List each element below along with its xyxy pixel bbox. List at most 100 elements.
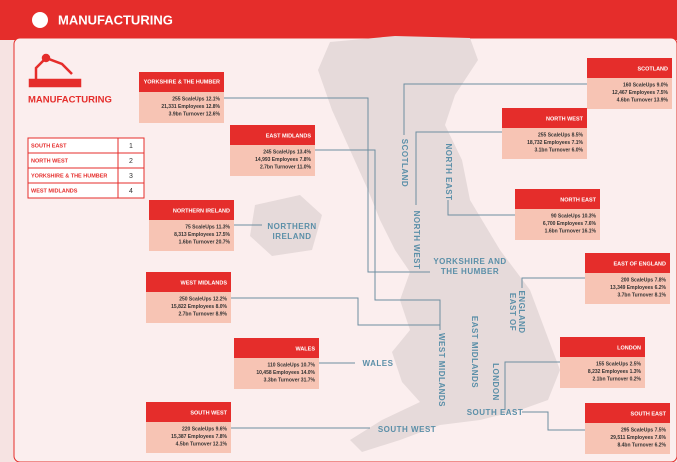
region-body	[146, 422, 231, 453]
connector	[224, 97, 430, 273]
region-stat: 160 ScaleUps 9.0%	[623, 82, 669, 88]
map-label: NORTHERN	[267, 222, 316, 231]
map-label: ENGLAND	[517, 290, 526, 333]
connector	[504, 361, 560, 410]
region-body	[502, 128, 587, 159]
connector	[231, 297, 440, 326]
region-stat: 1.6bn Turnover 16.1%	[545, 228, 597, 234]
region-name: YORKSHIRE & THE HUMBER	[144, 79, 220, 85]
region-header	[234, 338, 319, 358]
region-stat: 2.1bn Turnover 0.2%	[592, 376, 641, 382]
region-stat: 200 ScaleUps 7.8%	[621, 277, 667, 283]
region-stat: 21,331 Employees 12.8%	[161, 104, 220, 110]
region-stat: 13,349 Employees 6.2%	[610, 285, 666, 291]
region-box: SCOTLAND 160 ScaleUps 9.0% 12,467 Employee…	[587, 58, 672, 109]
region-name: EAST MIDLANDS	[266, 133, 312, 139]
region-header	[585, 253, 670, 273]
map-northern-ireland	[250, 195, 322, 256]
map-label: NORTH WEST	[412, 211, 421, 270]
connector	[522, 411, 585, 431]
map-label: EAST MIDLANDS	[470, 316, 479, 388]
region-stat: 15,822 Employees 8.0%	[171, 304, 227, 310]
region-body	[234, 358, 319, 389]
region-body	[585, 273, 670, 304]
region-stat: 15,387 Employees 7.8%	[171, 434, 227, 440]
region-stat: 90 ScaleUps 10.3%	[551, 213, 597, 219]
region-stat: 3.3bn Turnover 31.7%	[264, 377, 316, 383]
map-great-britain	[318, 36, 560, 452]
connector	[521, 277, 585, 288]
region-name: LONDON	[617, 345, 641, 351]
region-stat: 220 ScaleUps 9.6%	[182, 426, 228, 432]
region-stat: 29,511 Employees 7.6%	[610, 435, 666, 441]
region-stat: 18,732 Employees 7.1%	[527, 140, 583, 146]
region-body	[587, 78, 672, 109]
map-label: EAST OF	[508, 293, 517, 331]
region-body	[585, 423, 670, 454]
region-name: WEST MIDLANDS	[181, 280, 228, 286]
connector	[415, 131, 502, 205]
region-stat: 10,458 Employees 14.0%	[256, 370, 315, 376]
header-title: MANUFACTURING	[58, 12, 173, 27]
region-box: LONDON 155 ScaleUps 2.5% 8,232 Employees 1…	[560, 337, 645, 388]
header-bar	[0, 0, 677, 40]
region-header	[139, 72, 224, 92]
region-name: SOUTH EAST	[631, 411, 667, 417]
region-body	[139, 92, 224, 123]
header-dot	[32, 12, 48, 28]
region-stat: 3.9bn Turnover 12.6%	[169, 111, 221, 117]
map-label: NORTH EAST	[444, 144, 453, 201]
region-body	[230, 145, 315, 176]
region-name: NORTHERN IRELAND	[173, 208, 230, 214]
region-stat: 8,232 Employees 1.3%	[588, 369, 642, 375]
map-label: SOUTH EAST	[467, 408, 524, 417]
region-stat: 4.6bn Turnover 13.9%	[617, 97, 669, 103]
region-stat: 1.6bn Turnover 20.7%	[179, 239, 231, 245]
region-stat: 4.5bn Turnover 12.1%	[176, 441, 228, 447]
region-box: SOUTH WEST 220 ScaleUps 9.6% 15,387 Employ…	[146, 402, 231, 453]
connector	[447, 200, 515, 216]
map-label: SOUTH WEST	[378, 425, 436, 434]
region-name: WALES	[295, 346, 315, 352]
region-header	[560, 337, 645, 357]
region-stat: 245 ScaleUps 13.4%	[263, 149, 311, 155]
ranking-region: NORTH WEST	[31, 158, 69, 164]
ranking-rank: 1	[129, 143, 133, 150]
region-box: SOUTH EAST 295 ScaleUps 7.5% 29,511 Employ…	[585, 403, 670, 454]
region-stat: 14,993 Employees 7.8%	[255, 157, 311, 163]
map-label: WALES	[363, 359, 394, 368]
region-box: EAST MIDLANDS 245 ScaleUps 13.4% 14,993 Em…	[230, 125, 315, 176]
region-box: NORTHERN IRELAND 75 ScaleUps 11.3% 8,313 E…	[149, 200, 234, 251]
region-header	[149, 200, 234, 220]
region-name: SCOTLAND	[637, 66, 668, 72]
region-stat: 255 ScaleUps 12.1%	[172, 96, 220, 102]
ranking-rank-cell	[117, 182, 145, 199]
region-header	[146, 272, 231, 292]
region-stat: 8.4bn Turnover 6.2%	[617, 442, 666, 448]
region-body	[560, 357, 645, 388]
robot-arm-icon	[28, 53, 82, 88]
region-stat: 295 ScaleUps 7.5%	[621, 427, 667, 433]
connector	[403, 83, 587, 135]
ranking-region: SOUTH EAST	[31, 143, 67, 149]
region-stat: 6,700 Employees 7.6%	[543, 221, 597, 227]
ranking-region: WEST MIDLANDS	[31, 188, 78, 194]
region-stat: 3.1bn Turnover 6.0%	[534, 147, 583, 153]
region-stat: 2.7bn Turnover 8.9%	[178, 311, 227, 317]
region-body	[515, 209, 600, 240]
map-label: IRELAND	[272, 232, 311, 241]
map-label: WEST MIDLANDS	[437, 333, 446, 407]
region-box: YORKSHIRE & THE HUMBER 255 ScaleUps 12.1%…	[139, 72, 224, 123]
region-stat: 12,467 Employees 7.5%	[612, 90, 668, 96]
region-stat: 75 ScaleUps 11.3%	[185, 224, 230, 230]
ranking-rank: 3	[129, 173, 133, 180]
map-label: SCOTLAND	[400, 139, 409, 187]
region-stat: 155 ScaleUps 2.5%	[596, 361, 642, 367]
region-header	[585, 403, 670, 423]
region-box: EAST OF ENGLAND 200 ScaleUps 7.8% 13,349 E…	[585, 253, 670, 304]
sidebar-title: MANUFACTURING	[28, 95, 112, 106]
ranking-rank: 2	[129, 158, 133, 165]
region-header	[502, 108, 587, 128]
